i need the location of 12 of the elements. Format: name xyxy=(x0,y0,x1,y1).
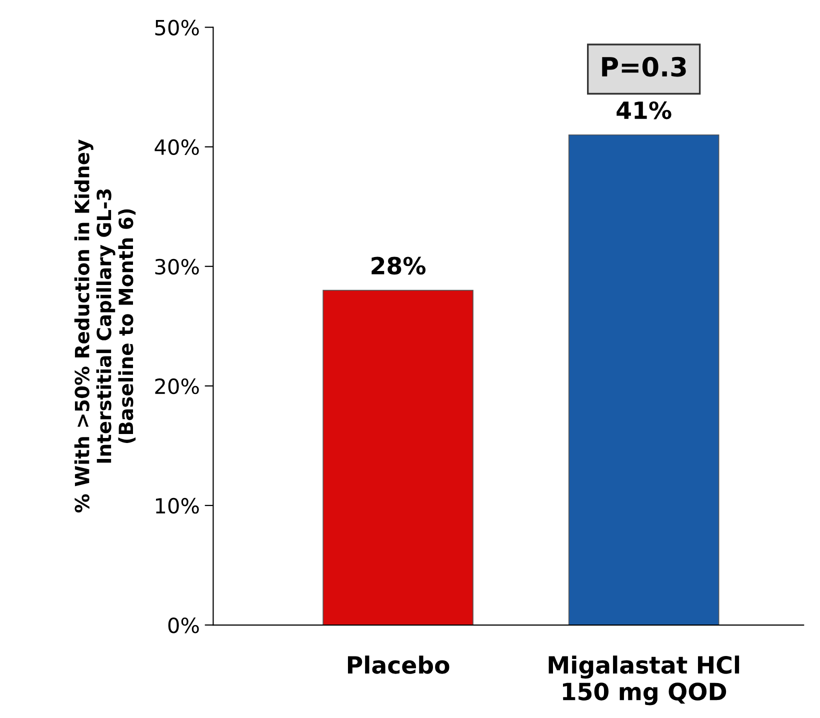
y-tick-label: 0% xyxy=(168,617,199,634)
data-label: 41% xyxy=(616,101,672,120)
y-tick-label: 20% xyxy=(155,378,199,394)
x-tick-label: Migalastat HCl 150 mg QOD xyxy=(548,656,740,706)
data-label: 28% xyxy=(372,256,426,275)
y-tick-label: 50% xyxy=(155,20,199,36)
y-tick-label: 30% xyxy=(155,258,199,275)
y-tick-label: 10% xyxy=(156,498,199,514)
x-tick-label: Placebo xyxy=(348,656,450,674)
y-axis-title: % With >50% Reduction in Kidney Interstitial Capillary GL-3 (Baseline to Month 6) xyxy=(74,140,136,512)
annotation: P=0.3 xyxy=(602,56,686,77)
y-tick-label: 40% xyxy=(154,139,199,156)
